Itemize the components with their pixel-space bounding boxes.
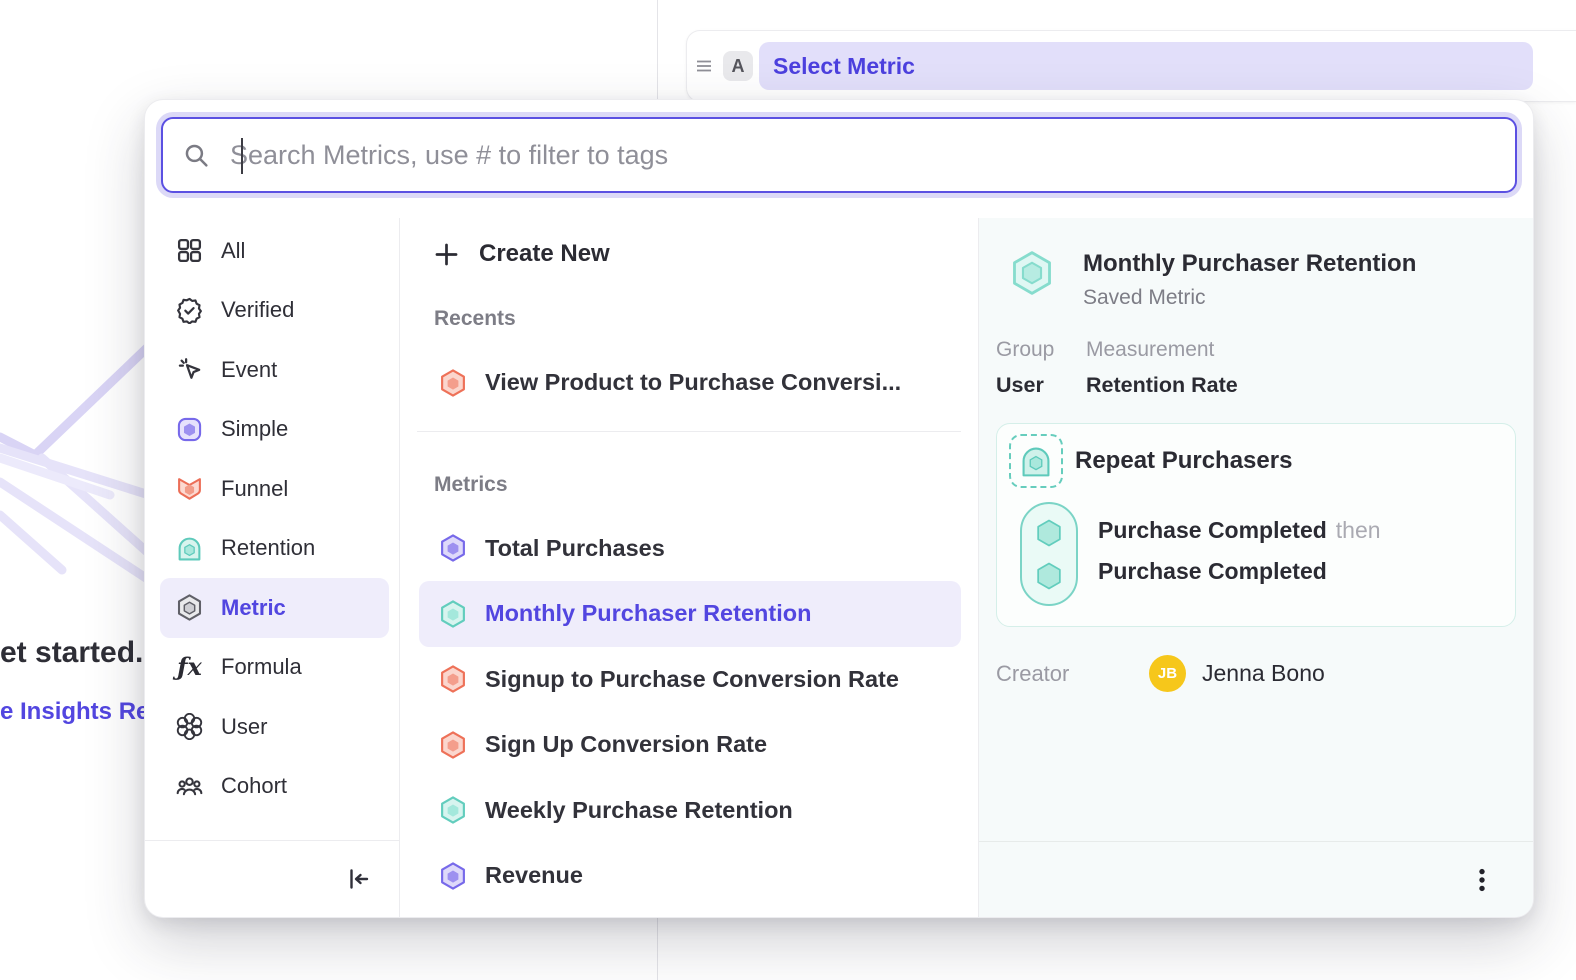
sidebar-item-funnel[interactable]: Funnel — [160, 459, 389, 519]
drag-handle-icon[interactable] — [695, 57, 713, 75]
user-profiles-icon — [176, 713, 203, 740]
event-hexagon-icon — [1034, 518, 1064, 548]
metric-query-row: A Select Metric — [686, 30, 1576, 102]
metric-detail-panel: Monthly Purchaser Retention Saved Metric… — [978, 218, 1533, 917]
sidebar-item-label: User — [221, 714, 267, 740]
metric-item[interactable]: Weekly Purchase Retention — [419, 778, 961, 844]
search-icon — [183, 142, 210, 169]
grid-icon — [176, 237, 203, 264]
metric-item-label: Weekly Purchase Retention — [485, 797, 793, 824]
group-label: Group — [996, 338, 1086, 362]
metric-selector-dialog: All Verified — [145, 100, 1533, 917]
metric-item[interactable]: Revenue — [419, 843, 961, 909]
formula-icon: ƒx — [176, 654, 203, 681]
metric-item-label: Revenue — [485, 862, 583, 889]
hexagon-icon — [439, 862, 467, 890]
detail-title: Monthly Purchaser Retention — [1083, 250, 1416, 278]
funnel-report-icon — [176, 475, 203, 502]
metric-item[interactable]: Total Purchases — [419, 516, 961, 582]
sidebar-item-label: All — [221, 238, 245, 264]
sidebar-item-metric[interactable]: Metric — [160, 578, 389, 638]
step-event-name: Purchase Completed — [1098, 558, 1327, 584]
sidebar-item-retention[interactable]: Retention — [160, 519, 389, 579]
metric-list: Create New Recents View Product to Purch… — [400, 218, 978, 917]
metric-item[interactable]: Signup to Purchase Conversion Rate — [419, 647, 961, 713]
measurement-label: Measurement — [1086, 338, 1238, 362]
measurement-value: Retention Rate — [1086, 373, 1238, 398]
retention-arch-icon — [1009, 434, 1063, 488]
sidebar-footer — [145, 840, 399, 917]
retention-report-icon — [176, 535, 203, 562]
sidebar-item-label: Verified — [221, 297, 294, 323]
hexagon-icon — [439, 796, 467, 824]
simple-report-icon — [176, 416, 203, 443]
step-event-name: Purchase Completed — [1098, 517, 1327, 543]
definition-name: Repeat Purchasers — [1075, 447, 1292, 475]
metric-definition-card: Repeat Purchasers — [996, 423, 1516, 627]
metric-item-label: Sign Up Conversion Rate — [485, 731, 767, 758]
hexagon-icon — [439, 369, 467, 397]
sidebar-item-verified[interactable]: Verified — [160, 281, 389, 341]
creator-avatar: JB — [1149, 655, 1186, 692]
sidebar-item-formula[interactable]: ƒx Formula — [160, 638, 389, 698]
sidebar-item-label: Funnel — [221, 476, 288, 502]
select-metric-button[interactable]: Select Metric — [759, 42, 1533, 90]
creator-name: Jenna Bono — [1202, 660, 1325, 687]
hexagon-icon — [439, 665, 467, 693]
sidebar-item-cohort[interactable]: Cohort — [160, 757, 389, 817]
creator-label: Creator — [996, 661, 1149, 687]
metric-item-label: Total Purchases — [485, 535, 665, 562]
create-new-label: Create New — [479, 240, 610, 268]
sidebar-item-all[interactable]: All — [160, 221, 389, 281]
step-connector: then — [1336, 517, 1381, 543]
creator-row: Creator JB Jenna Bono — [996, 655, 1533, 692]
detail-subtitle: Saved Metric — [1083, 286, 1416, 310]
metric-item[interactable]: Sign Up Conversion Rate — [419, 712, 961, 778]
metrics-section-label: Metrics — [400, 454, 978, 516]
collapse-panel-icon[interactable] — [345, 865, 373, 893]
teal-hexagon-icon — [1009, 250, 1055, 310]
recents-section-label: Recents — [400, 288, 978, 350]
search-input[interactable] — [228, 139, 1495, 172]
event-cursor-icon — [176, 356, 203, 383]
group-value: User — [996, 373, 1086, 398]
sidebar-item-label: Metric — [221, 595, 286, 621]
sidebar-item-label: Formula — [221, 654, 302, 680]
detail-footer — [979, 841, 1533, 917]
type-filter-sidebar: All Verified — [145, 218, 400, 917]
sidebar-item-event[interactable]: Event — [160, 340, 389, 400]
hexagon-icon — [439, 534, 467, 562]
background-report-link-fragment[interactable]: e Insights Re — [0, 698, 149, 726]
sidebar-item-label: Cohort — [221, 773, 287, 799]
create-new-button[interactable]: Create New — [400, 220, 978, 288]
detail-meta: Group User Measurement Retention Rate — [996, 338, 1533, 398]
sidebar-item-label: Simple — [221, 416, 288, 442]
recent-metric-item[interactable]: View Product to Purchase Conversi... — [419, 350, 961, 416]
cohort-icon — [176, 773, 203, 800]
metric-item-selected[interactable]: Monthly Purchaser Retention — [419, 581, 961, 647]
sidebar-item-user[interactable]: User — [160, 697, 389, 757]
metric-hexagon-icon — [176, 594, 203, 621]
metric-item-label: Monthly Purchaser Retention — [485, 600, 811, 627]
kebab-menu-icon[interactable] — [1469, 867, 1495, 893]
list-divider — [417, 431, 961, 432]
verified-badge-icon — [176, 297, 203, 324]
row-label-badge[interactable]: A — [723, 51, 753, 81]
select-metric-label: Select Metric — [773, 53, 915, 80]
event-sequence-capsule — [1020, 502, 1078, 606]
text-caret — [241, 138, 243, 174]
sidebar-item-label: Retention — [221, 535, 315, 561]
search-box — [161, 117, 1517, 193]
plus-icon — [433, 241, 460, 268]
hexagon-icon — [439, 731, 467, 759]
background-headline-fragment: et started. — [0, 636, 143, 670]
hexagon-icon — [439, 600, 467, 628]
metric-item-label: Signup to Purchase Conversion Rate — [485, 666, 899, 693]
sidebar-item-simple[interactable]: Simple — [160, 400, 389, 460]
metric-item-label: View Product to Purchase Conversi... — [485, 369, 901, 396]
event-hexagon-icon — [1034, 561, 1064, 591]
sidebar-item-label: Event — [221, 357, 277, 383]
